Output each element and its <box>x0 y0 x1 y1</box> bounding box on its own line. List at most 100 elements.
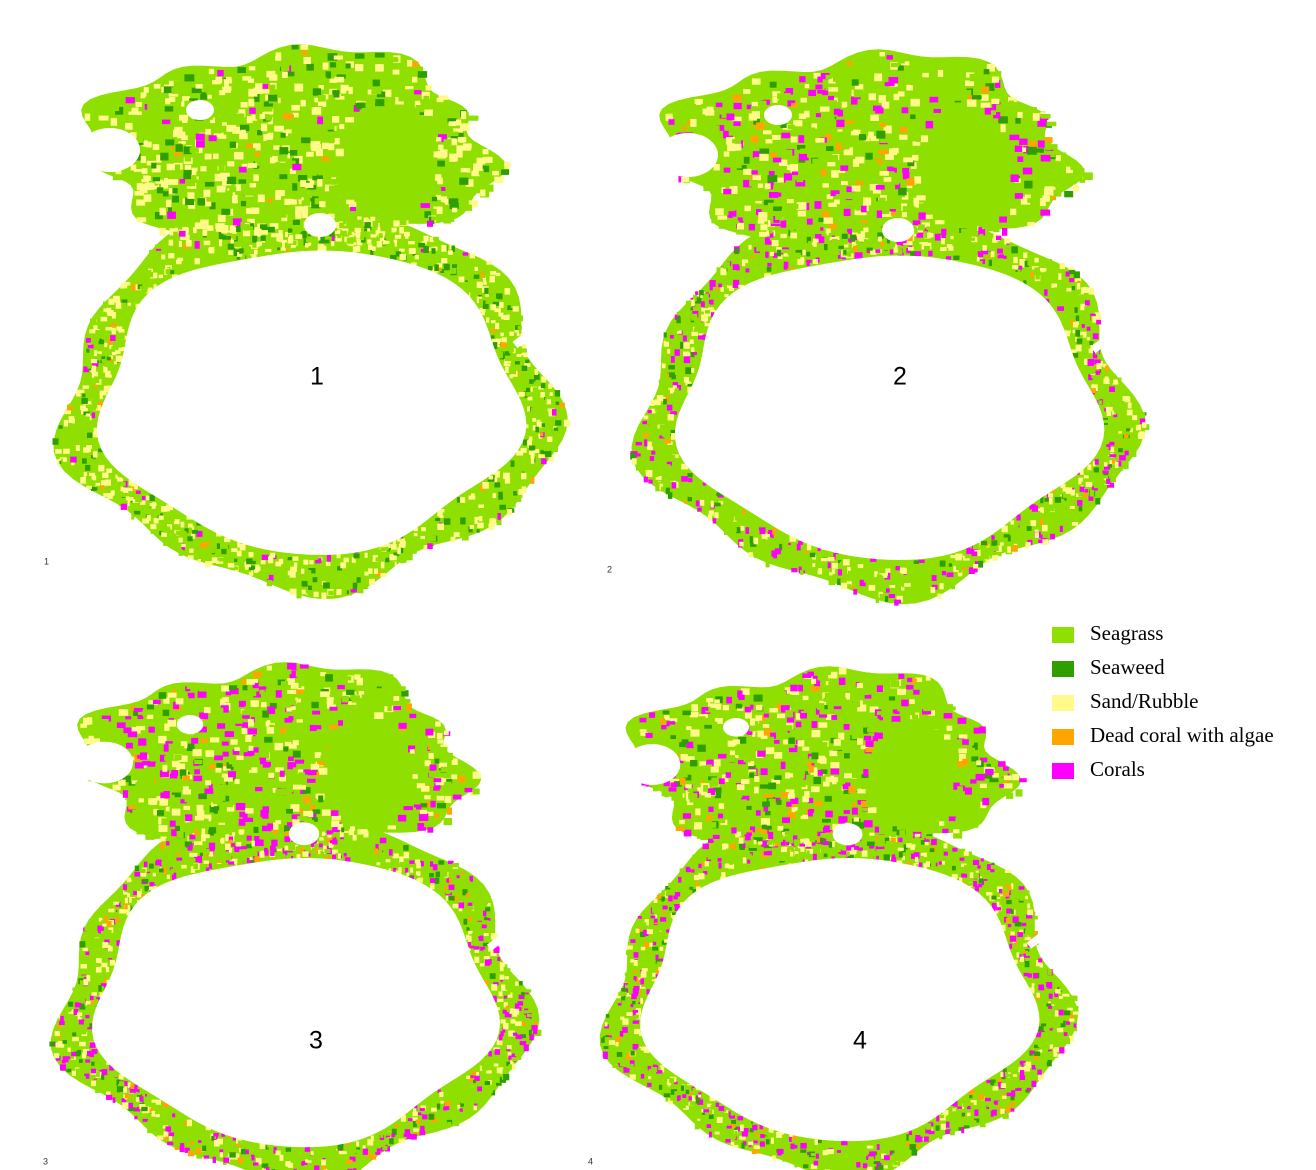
habitat-patch <box>647 446 653 450</box>
habitat-patch <box>818 191 825 197</box>
habitat-patch <box>454 532 460 537</box>
habitat-patch <box>180 769 187 776</box>
habitat-patch <box>946 256 951 260</box>
habitat-patch <box>456 120 461 124</box>
habitat-patch <box>884 177 892 182</box>
habitat-patch <box>471 1071 475 1076</box>
habitat-patch <box>150 496 155 501</box>
habitat-patch <box>332 116 339 123</box>
habitat-patch <box>334 574 337 580</box>
habitat-patch <box>1067 496 1072 499</box>
habitat-patch <box>89 736 94 743</box>
habitat-patch <box>1042 525 1048 531</box>
habitat-patch <box>492 312 499 315</box>
habitat-patch <box>1036 513 1042 517</box>
habitat-patch <box>701 315 708 322</box>
habitat-patch <box>270 157 275 163</box>
habitat-patch <box>141 156 146 163</box>
habitat-patch <box>337 234 341 238</box>
habitat-patch <box>170 223 175 228</box>
habitat-patch <box>654 473 658 477</box>
habitat-patch <box>204 241 211 245</box>
habitat-patch <box>153 144 160 150</box>
habitat-patch <box>533 387 537 393</box>
habitat-patch <box>119 909 126 914</box>
habitat-patch <box>807 128 815 135</box>
habitat-patch <box>68 1048 71 1052</box>
habitat-patch <box>230 227 236 233</box>
habitat-patch <box>287 690 296 694</box>
habitat-patch <box>500 962 505 967</box>
habitat-patch <box>432 248 436 254</box>
habitat-patch <box>447 753 453 760</box>
habitat-patch <box>852 186 861 192</box>
lobe-hole <box>658 133 718 177</box>
habitat-patch <box>1109 470 1114 477</box>
habitat-patch <box>275 190 285 196</box>
habitat-patch <box>985 238 991 242</box>
habitat-patch <box>245 191 255 196</box>
habitat-patch <box>534 400 539 404</box>
habitat-patch <box>227 161 234 166</box>
habitat-patch <box>942 571 946 575</box>
habitat-patch <box>1074 271 1080 278</box>
habitat-patch <box>206 868 209 871</box>
habitat-patch <box>226 801 233 807</box>
habitat-patch <box>78 420 82 425</box>
habitat-patch <box>393 70 400 75</box>
habitat-patch <box>800 228 805 234</box>
habitat-patch <box>1001 124 1006 132</box>
habitat-patch <box>893 180 899 185</box>
habitat-patch <box>785 93 791 99</box>
habitat-patch <box>767 267 772 272</box>
habitat-patch <box>295 723 304 730</box>
habitat-patch <box>820 550 827 556</box>
habitat-patch <box>346 63 351 68</box>
habitat-patch <box>772 135 781 140</box>
habitat-patch <box>800 570 804 575</box>
habitat-patch <box>437 511 442 517</box>
habitat-patch <box>478 505 484 509</box>
habitat-patch <box>205 182 214 187</box>
habitat-patch <box>661 468 667 471</box>
habitat-patch <box>903 172 910 180</box>
habitat-patch <box>957 71 962 77</box>
habitat-patch <box>996 104 1006 110</box>
habitat-patch <box>449 198 459 204</box>
habitat-patch <box>760 149 770 155</box>
habitat-patch <box>381 562 385 569</box>
habitat-patch <box>839 75 846 80</box>
habitat-patch <box>334 56 343 60</box>
habitat-patch <box>221 795 226 801</box>
habitat-patch <box>253 781 260 786</box>
habitat-patch <box>705 310 710 313</box>
habitat-patch <box>79 1019 85 1024</box>
habitat-patch <box>147 104 157 110</box>
habitat-patch <box>863 197 871 205</box>
habitat-patch <box>260 246 266 253</box>
habitat-patch <box>436 115 444 121</box>
habitat-patch <box>463 252 468 255</box>
habitat-patch <box>259 572 265 576</box>
habitat-patch <box>321 593 326 600</box>
habitat-patch <box>144 194 152 201</box>
habitat-patch <box>276 52 282 60</box>
habitat-patch <box>752 78 761 84</box>
habitat-patch <box>214 755 223 760</box>
habitat-patch <box>1082 324 1085 328</box>
habitat-patch <box>215 768 221 773</box>
habitat-patch <box>245 246 251 251</box>
habitat-patch <box>417 236 421 242</box>
habitat-patch <box>259 680 267 687</box>
habitat-patch <box>882 586 886 592</box>
habitat-patch <box>246 559 252 565</box>
habitat-patch <box>329 186 335 193</box>
habitat-patch <box>260 751 269 758</box>
habitat-patch <box>284 701 291 707</box>
habitat-patch <box>176 858 182 861</box>
habitat-patch <box>332 816 341 820</box>
habitat-patch <box>301 137 310 143</box>
habitat-patch <box>1064 191 1073 197</box>
habitat-patch <box>1105 366 1108 373</box>
habitat-patch <box>458 172 467 176</box>
